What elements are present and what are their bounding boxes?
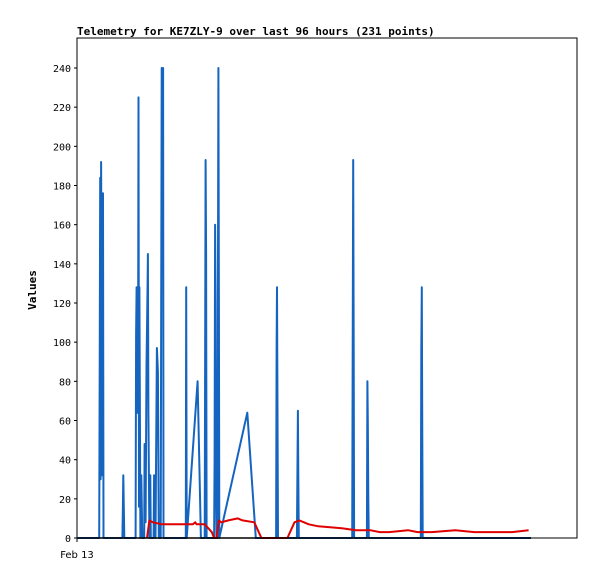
x-tick-label: Feb 13 xyxy=(60,550,94,561)
y-axis-ticks: 0 20 40 60 80 100 120 140 160 180 200 220 240 xyxy=(53,64,77,545)
y-tick-label: 120 xyxy=(53,299,71,310)
plot-frame xyxy=(76,37,578,539)
series-blue-line xyxy=(77,67,531,539)
series-group xyxy=(77,67,531,539)
y-tick-label: 160 xyxy=(53,221,71,232)
y-tick-label: 100 xyxy=(53,338,71,349)
y-tick-label: 240 xyxy=(53,64,71,75)
y-tick-label: 40 xyxy=(59,456,71,467)
y-tick-label: 0 xyxy=(65,534,71,545)
y-tick-label: 220 xyxy=(53,103,71,114)
chart-title: Telemetry for KE7ZLY-9 over last 96 hour… xyxy=(77,25,435,38)
y-axis-label: Values xyxy=(26,270,39,310)
y-tick-label: 80 xyxy=(59,377,71,388)
y-tick-label: 180 xyxy=(53,182,71,193)
y-tick-label: 200 xyxy=(53,142,71,153)
y-tick-label: 60 xyxy=(59,417,71,428)
y-tick-label: 140 xyxy=(53,260,71,271)
y-tick-label: 20 xyxy=(59,495,71,506)
